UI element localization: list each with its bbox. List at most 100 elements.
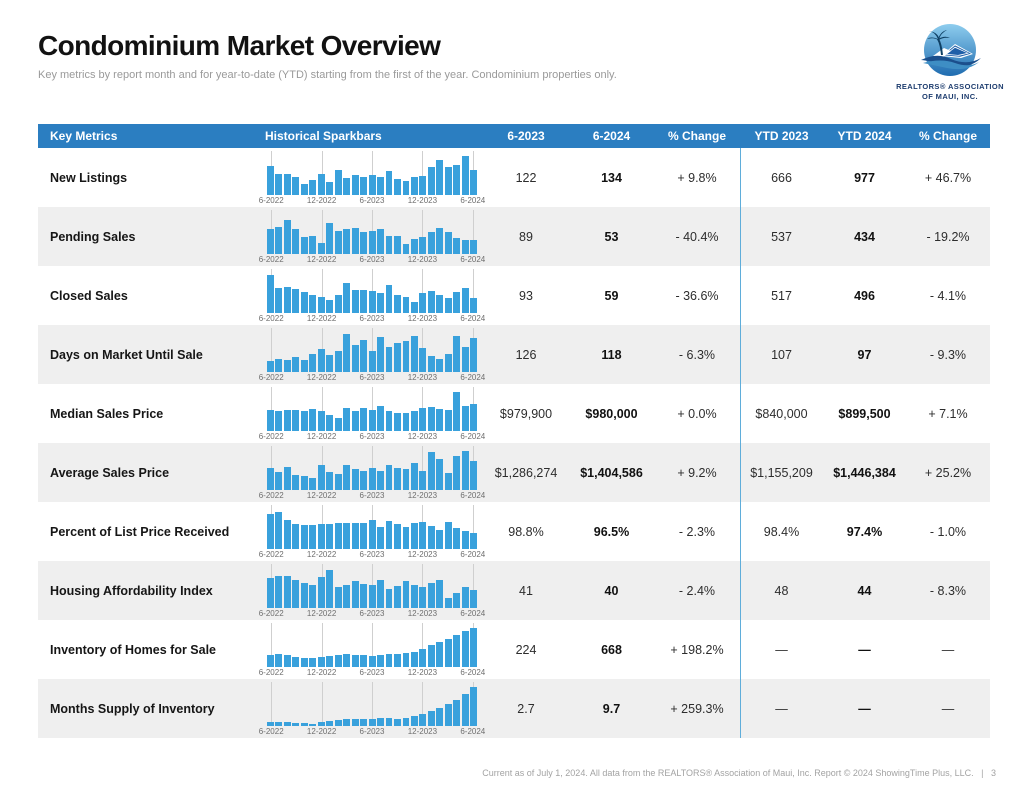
header-key-metrics: Key Metrics: [50, 129, 118, 143]
spark-bar: [351, 654, 359, 667]
spark-bar: [461, 288, 469, 313]
spark-bar: [394, 178, 401, 195]
value-pct-change-month: - 2.3%: [678, 524, 716, 539]
spark-bar: [385, 171, 393, 195]
table-row: New Listings 6-2022 12-2022 6-2023 12-2023 6…: [38, 148, 990, 207]
spark-bar: [351, 718, 359, 726]
spark-bar: [402, 296, 410, 313]
spark-bar: [385, 654, 393, 667]
value-month-2023: 224: [515, 642, 537, 657]
spark-axis-label: 12-2023: [407, 608, 438, 618]
spark-bar: [368, 175, 376, 195]
spark-bar: [300, 292, 308, 313]
spark-bar: [309, 409, 317, 431]
spark-bar: [436, 642, 444, 667]
spark-bar: [444, 353, 452, 372]
spark-bar: [419, 587, 427, 608]
spark-bar: [410, 301, 418, 313]
value-ytd-2023: 107: [771, 347, 792, 362]
sparkbar-bars: [267, 274, 478, 313]
spark-bar: [377, 470, 384, 490]
spark-bar: [360, 718, 368, 726]
spark-bar: [326, 523, 334, 549]
logo-text-line2: OF MAUI, INC.: [921, 92, 979, 102]
spark-bar: [461, 531, 469, 549]
value-month-2024: $1,404,586: [580, 465, 643, 480]
spark-bar: [410, 239, 418, 254]
spark-bar: [292, 229, 300, 254]
spark-axis-label: 12-2022: [306, 549, 337, 559]
spark-bar: [283, 722, 291, 726]
value-pct-change-ytd: - 8.3%: [929, 583, 967, 598]
spark-bar: [368, 230, 376, 254]
value-pct-change-month: - 40.4%: [675, 229, 719, 244]
spark-bar: [292, 722, 300, 726]
spark-axis-label: 6-2022: [258, 372, 284, 382]
spark-bar: [394, 295, 401, 313]
value-pct-change-month: + 9.8%: [677, 170, 717, 185]
metrics-table: Key Metrics Historical Sparkbars 6-2023 …: [38, 124, 990, 738]
value-pct-change-ytd: —: [941, 642, 955, 657]
spark-axis-label: 12-2023: [407, 726, 438, 736]
table-body: New Listings 6-2022 12-2022 6-2023 12-2023 6…: [38, 148, 990, 738]
spark-bar: [351, 522, 359, 549]
spark-bar: [394, 719, 401, 726]
spark-bar: [343, 654, 351, 667]
spark-bar: [453, 528, 461, 549]
spark-gridline: [321, 622, 323, 667]
spark-bar: [444, 597, 452, 608]
spark-bar: [453, 592, 461, 608]
spark-bar: [410, 335, 418, 372]
spark-axis-label: 6-2024: [460, 490, 486, 500]
spark-axis-label: 6-2024: [460, 608, 486, 618]
spark-axis-label: 6-2022: [258, 431, 284, 441]
spark-bar: [326, 655, 334, 667]
spark-bar: [377, 293, 384, 313]
spark-gridline: [422, 681, 424, 726]
spark-bar: [360, 470, 368, 490]
value-month-2023: 93: [519, 288, 533, 303]
value-pct-change-ytd: —: [941, 701, 955, 716]
spark-axis-label: 6-2022: [258, 313, 284, 323]
spark-axis-label: 6-2023: [359, 254, 385, 264]
spark-bar: [326, 223, 334, 254]
spark-bar: [309, 180, 317, 195]
spark-bar: [283, 410, 291, 431]
spark-bar: [419, 521, 427, 549]
value-month-2024: 40: [604, 583, 619, 598]
spark-bar: [427, 407, 435, 431]
metric-label: Median Sales Price: [50, 406, 164, 421]
value-ytd-2024: 97: [857, 347, 872, 362]
spark-bar: [461, 693, 469, 726]
spark-axis-label: 6-2024: [460, 195, 486, 205]
spark-bar: [368, 519, 376, 549]
sparkbar-cell: 6-2022 12-2022 6-2023 12-2023 6-2024: [259, 681, 485, 736]
value-month-2023: 126: [515, 347, 537, 362]
spark-bar: [343, 229, 351, 254]
value-pct-change-month: - 2.4%: [678, 583, 716, 598]
sparkbar-axis: 6-2022 12-2022 6-2023 12-2023 6-2024: [259, 254, 486, 264]
value-pct-change-month: + 259.3%: [670, 701, 724, 716]
value-pct-change-ytd: + 46.7%: [924, 170, 972, 185]
sparkbar-chart: 6-2022 12-2022 6-2023 12-2023 6-2024: [259, 268, 485, 323]
spark-axis-label: 6-2023: [359, 490, 385, 500]
spark-bar: [394, 343, 401, 372]
value-pct-change-month: - 36.6%: [675, 288, 719, 303]
spark-bar: [402, 526, 410, 549]
value-ytd-2024: 434: [854, 229, 875, 244]
spark-bar: [317, 174, 325, 195]
value-month-2023: 122: [515, 170, 537, 185]
spark-bar: [410, 584, 418, 608]
spark-bar: [419, 348, 427, 372]
sparkbar-cell: 6-2022 12-2022 6-2023 12-2023 6-2024: [259, 268, 485, 323]
spark-gridline: [321, 268, 323, 313]
value-month-2023: $1,286,274: [494, 465, 558, 480]
sparkbar-cell: 6-2022 12-2022 6-2023 12-2023 6-2024: [259, 563, 486, 618]
spark-bar: [317, 722, 325, 726]
sparkbar-chart: 6-2022 12-2022 6-2023 12-2023 6-2024: [259, 386, 485, 441]
sparkbar-axis: 6-2022 12-2022 6-2023 12-2023 6-2024: [259, 195, 486, 205]
spark-bar: [385, 346, 393, 372]
spark-bar: [368, 291, 376, 313]
spark-bar: [453, 391, 461, 431]
value-pct-change-month: - 6.3%: [678, 347, 716, 362]
